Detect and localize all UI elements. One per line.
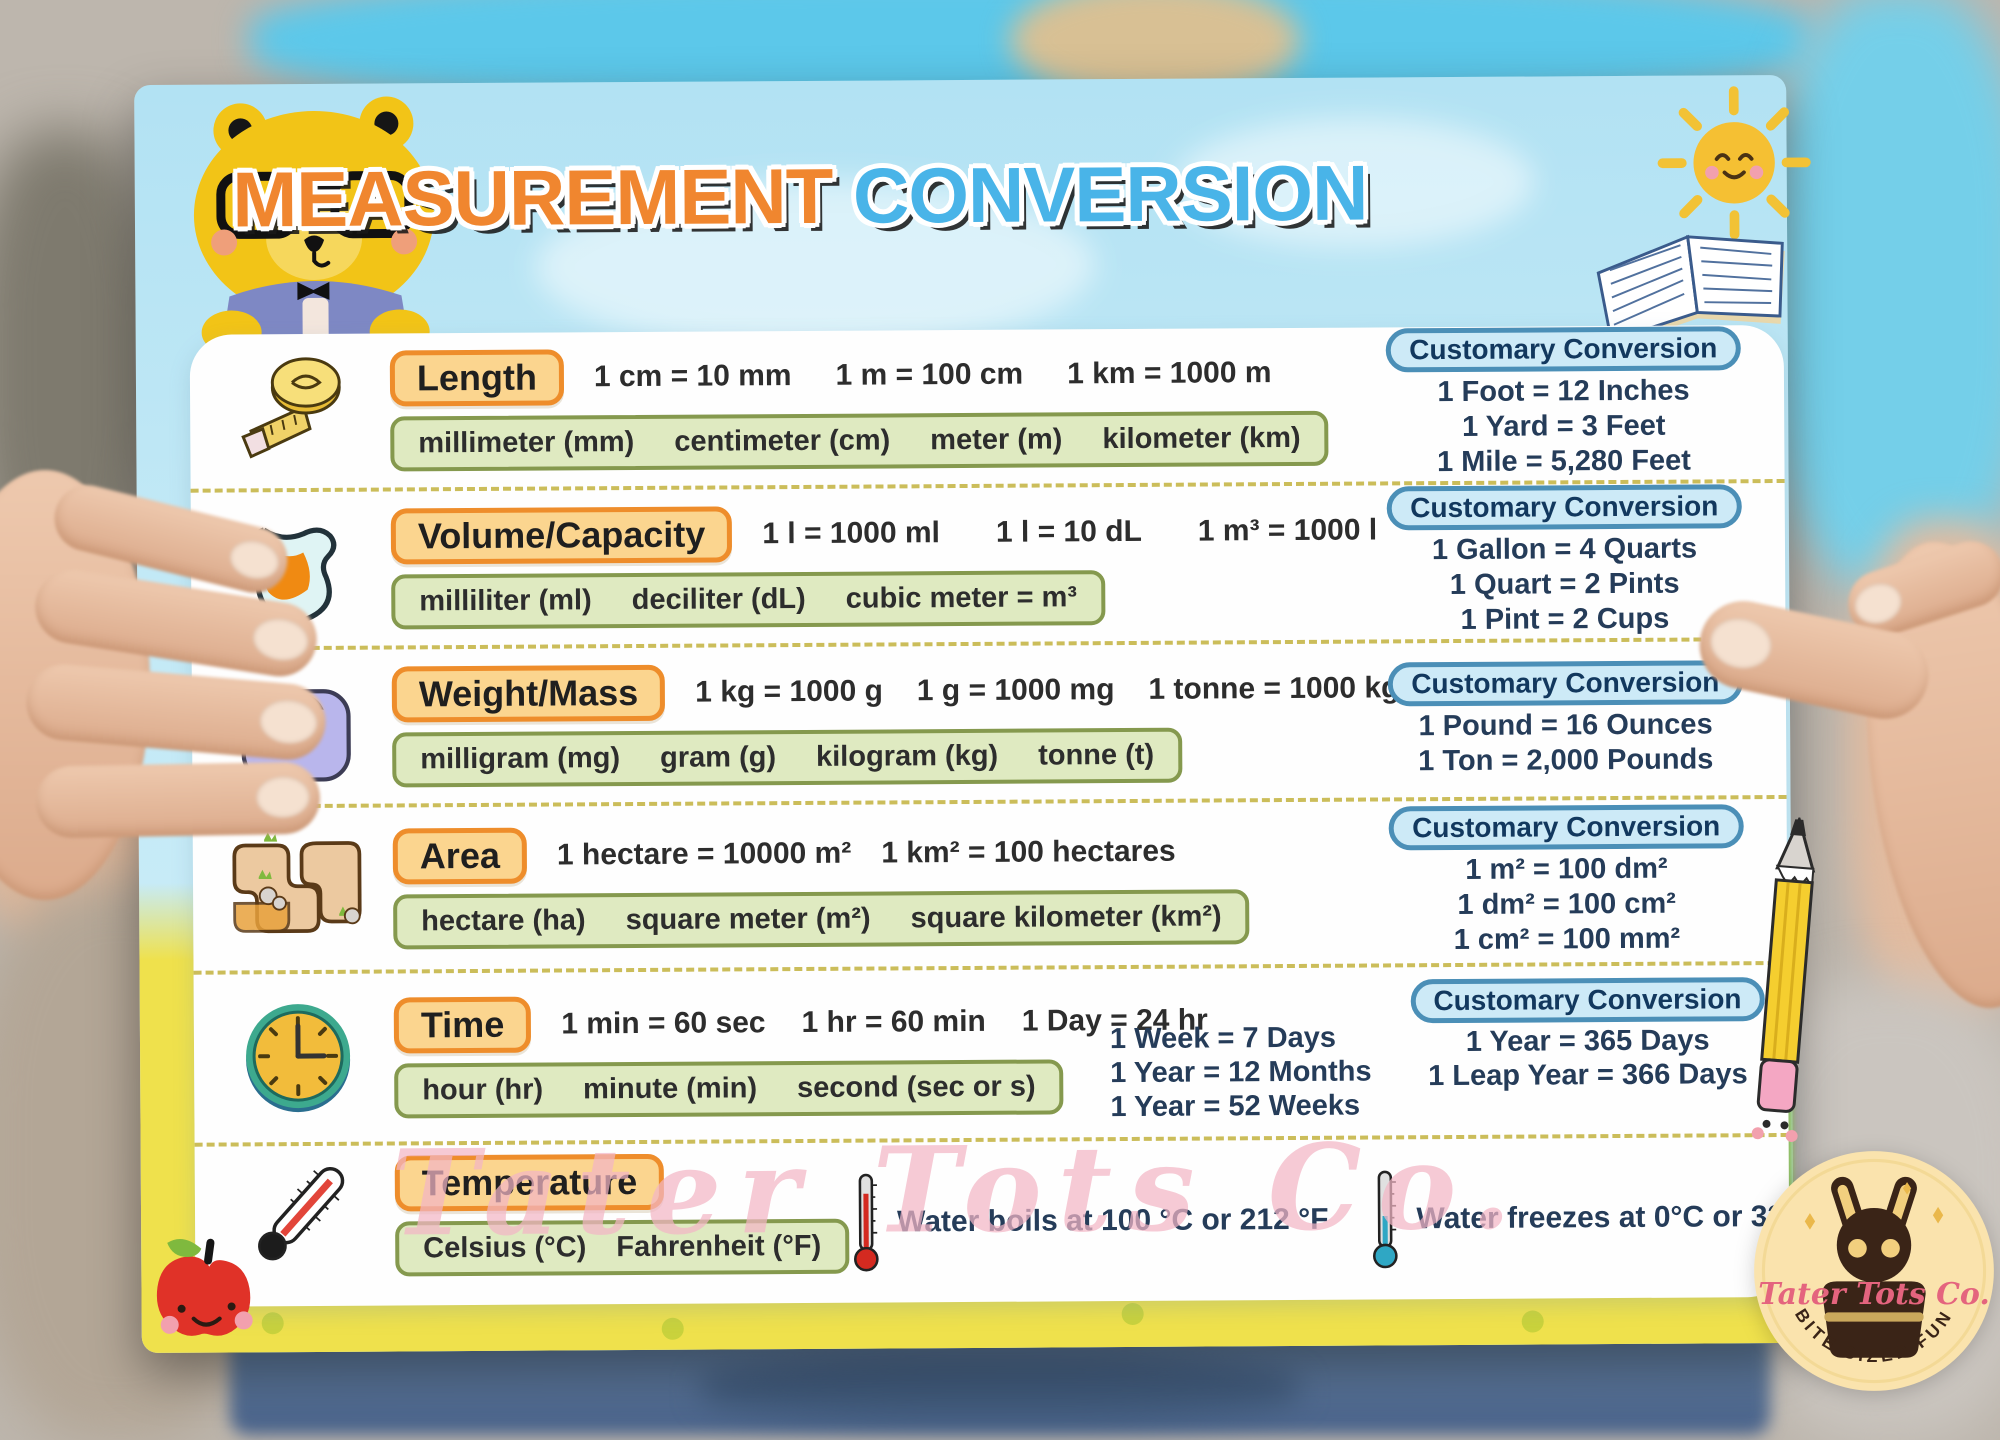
metric-equation: 1 l = 1000 ml [762,516,940,551]
customary-line: 1 Year = 365 Days [1466,1025,1710,1060]
unit-label: centimeter (cm) [674,424,890,458]
left-finger [35,762,320,839]
time-units-pill: hour (hr) minute (min) second (sec or s) [394,1059,1064,1118]
customary-line: 1 Pint = 2 Cups [1460,603,1669,638]
unit-label: kilometer (km) [1102,421,1300,455]
customary-line: 1 Mile = 5,280 Feet [1437,445,1691,480]
apple-icon [143,1226,279,1362]
length-badge: Length [390,349,564,406]
unit-label: kilogram (kg) [816,739,998,773]
customary-conversion-badge: Customary Conversion [1410,977,1764,1023]
metric-equation: 1 l = 10 dL [996,514,1142,549]
grass-dot [1522,1310,1544,1332]
metric-equation: 1 m³ = 1000 l [1198,513,1378,548]
time-badge: Time [394,996,532,1053]
metric-equation: 1 hectare = 10000 m² [557,836,852,872]
unit-label: cubic meter = m³ [846,581,1077,615]
unit-label: square meter (m²) [626,902,871,936]
title-word-measurement: MEASUREMENT [232,152,833,244]
section-weight: Weight/Mass 1 kg = 1000 g 1 g = 1000 mg … [192,641,1787,809]
area-badge: Area [393,827,527,884]
unit-label: hectare (ha) [421,904,586,938]
customary-line: 1 Leap Year = 366 Days [1428,1058,1748,1094]
time-extra-line: 1 Week = 7 Days [1110,1022,1336,1057]
logo-brand-text: Tater Tots Co. [1758,1277,1990,1312]
temperature-badge: Temperature [395,1153,665,1211]
metric-equation: 1 kg = 1000 g [695,674,883,709]
poster-title: MEASUREMENT CONVERSION [195,147,1406,245]
blue-thermometer-icon [1368,1167,1403,1271]
section-volume: Volume/Capacity 1 l = 1000 ml 1 l = 10 d… [191,483,1786,651]
customary-line: 1 Pound = 16 Ounces [1418,708,1712,744]
conversion-panel: Length 1 cm = 10 mm 1 m = 100 cm 1 km = … [190,325,1790,1307]
metric-equation: 1 min = 60 sec [561,1006,766,1041]
measurement-conversion-poster: MEASUREMENT CONVERSION [134,75,1794,1353]
time-extra-line: 1 Year = 52 Weeks [1110,1090,1360,1125]
metric-equation: 1 cm = 10 mm [594,359,792,394]
unit-label: deciliter (dL) [632,582,806,616]
customary-conversion-badge: Customary Conversion [1388,660,1742,706]
customary-conversion-badge: Customary Conversion [1387,484,1741,530]
unit-label: gram (g) [660,741,776,775]
time-extra-line: 1 Year = 12 Months [1110,1056,1372,1092]
grass-dot [662,1318,684,1340]
area-units-pill: hectare (ha) square meter (m²) square ki… [393,889,1250,949]
unit-label: square kilometer (km²) [911,900,1222,935]
customary-line: 1 Foot = 12 Inches [1437,375,1689,410]
volume-badge: Volume/Capacity [391,506,733,564]
customary-line: 1 cm² = 100 mm² [1454,923,1681,958]
clock-icon [202,997,395,1118]
measuring-tape-icon [198,352,391,471]
tater-tots-logo: Tater Tots Co. BITE SIZED FUN [1750,1146,1998,1396]
unit-label: minute (min) [583,1072,757,1106]
metric-equation: 1 m = 100 cm [835,357,1023,392]
boiling-point-fact: Water boils at 100 °C or 212 °F [897,1203,1329,1240]
section-area: Area 1 hectare = 10000 m² 1 km² = 100 he… [193,799,1788,975]
section-temperature: Temperature Celsius (°C) Fahrenheit (°F)… [195,1137,1790,1287]
customary-line: 1 dm² = 100 cm² [1457,888,1676,923]
unit-label: Fahrenheit (°F) [616,1229,821,1263]
metric-equation: 1 g = 1000 mg [917,673,1115,708]
metric-equation: 1 km² = 100 hectares [881,834,1176,870]
title-word-conversion: CONVERSION [853,149,1368,240]
section-length: Length 1 cm = 10 mm 1 m = 100 cm 1 km = … [190,325,1785,493]
length-units-pill: millimeter (mm) centimeter (cm) meter (m… [390,410,1329,471]
customary-line: 1 Yard = 3 Feet [1462,410,1666,445]
volume-units-pill: milliliter (ml) deciliter (dL) cubic met… [391,570,1105,629]
customary-conversion-badge: Customary Conversion [1386,326,1740,372]
grass-dot [1122,1303,1144,1325]
temperature-units-pill: Celsius (°C) Fahrenheit (°F) [395,1218,849,1276]
unit-label: tonne (t) [1038,738,1154,772]
jeans-shadow [700,1360,1300,1420]
unit-label: hour (hr) [422,1073,543,1107]
land-plot-icon [201,827,394,950]
customary-line: 1 Quart = 2 Pints [1450,568,1680,603]
section-time: Time 1 min = 60 sec 1 hr = 60 min 1 Day … [194,965,1789,1147]
unit-label: meter (m) [930,423,1062,457]
red-thermometer-icon [849,1171,884,1275]
weight-units-pill: milligram (mg) gram (g) kilogram (kg) to… [392,727,1182,787]
unit-label: milliliter (ml) [419,584,592,618]
metric-equation: 1 km = 1000 m [1067,356,1272,391]
metric-equation: 1 hr = 60 min [801,1004,985,1039]
customary-line: 1 Ton = 2,000 Pounds [1418,743,1713,779]
customary-conversion-badge: Customary Conversion [1389,804,1743,850]
weight-badge: Weight/Mass [392,664,666,722]
unit-label: milligram (mg) [420,742,620,776]
unit-label: millimeter (mm) [418,426,634,460]
customary-line: 1 Gallon = 4 Quarts [1432,533,1697,569]
customary-line: 1 m² = 100 dm² [1465,853,1667,888]
unit-label: Celsius (°C) [423,1231,586,1265]
unit-label: second (sec or s) [797,1070,1036,1104]
